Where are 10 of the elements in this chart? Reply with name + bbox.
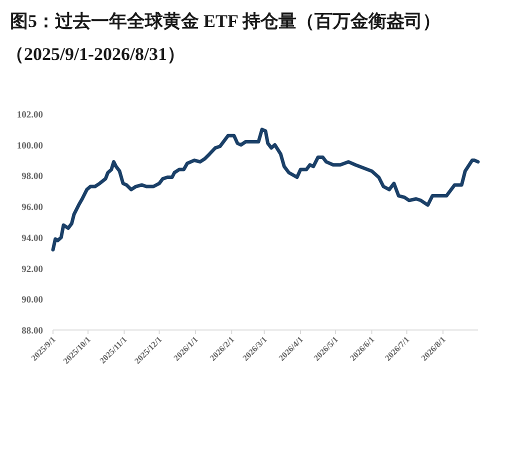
y-tick-label: 88.00 [22, 326, 44, 336]
y-tick-label: 102.00 [16, 110, 44, 120]
y-tick-label: 90.00 [22, 296, 44, 306]
y-tick-label: 100.00 [16, 141, 44, 152]
chart-title: 图5：过去一年全球黄金 ETF 持仓量（百万金衡盎司） [10, 11, 440, 31]
y-tick-label: 98.00 [22, 172, 44, 182]
y-tick-label: 94.00 [22, 234, 44, 244]
y-tick-label: 92.00 [22, 264, 44, 275]
y-tick-label: 96.00 [22, 203, 44, 214]
chart-subtitle: （2025/9/1-2026/8/31） [6, 44, 185, 64]
